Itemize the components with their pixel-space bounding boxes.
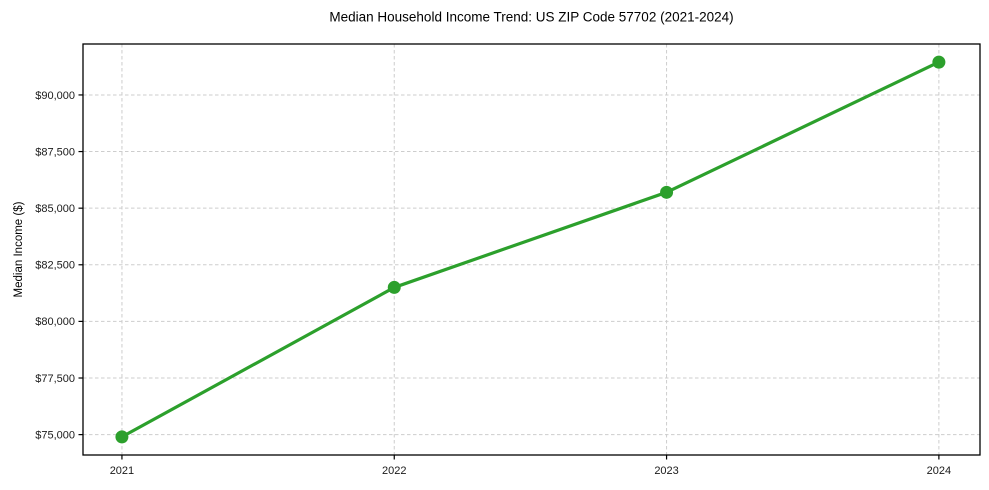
data-point-2023: [660, 185, 674, 199]
y-axis-label: Median Income ($): [13, 201, 25, 297]
data-point-2024: [932, 55, 946, 69]
y-tick-label: $75,000: [35, 429, 75, 441]
trend-line: [120, 60, 941, 439]
x-tick-label: 2024: [927, 465, 951, 477]
x-tick-label: 2021: [110, 465, 134, 477]
y-tick-label: $77,500: [35, 373, 75, 385]
data-point-2021: [115, 430, 129, 444]
y-tick-label: $85,000: [35, 203, 75, 215]
grid-layer: [83, 44, 980, 455]
plot-border: [82, 43, 981, 456]
y-tick-label: $82,500: [35, 260, 75, 272]
chart-title: Median Household Income Trend: US ZIP Co…: [329, 10, 733, 25]
y-tick-label: $90,000: [35, 90, 75, 102]
series-layer: [115, 55, 946, 444]
data-point-2022: [387, 280, 401, 294]
x-tick-label: 2022: [382, 465, 406, 477]
tick-layer: $75,000 $77,500 $80,000 $82,500 $85,000 $87,5…: [35, 90, 951, 477]
y-tick-label: $87,500: [35, 146, 75, 158]
x-tick-label: 2023: [654, 465, 678, 477]
y-tick-label: $80,000: [35, 316, 75, 328]
